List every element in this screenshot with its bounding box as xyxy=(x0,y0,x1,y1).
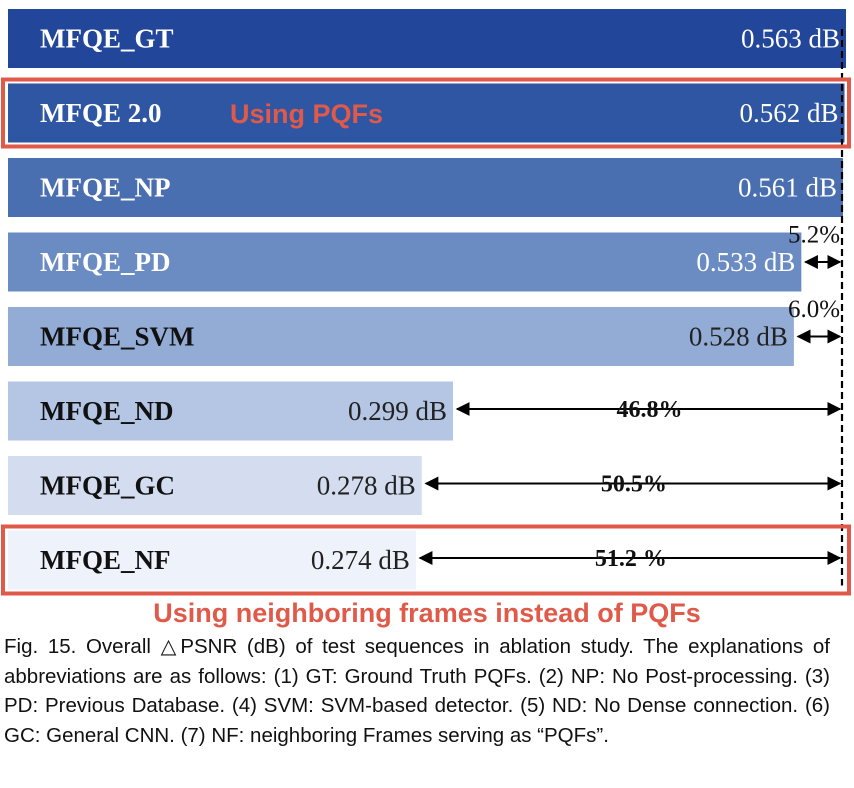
gap-label-mfqe-nf: 51.2 % xyxy=(595,546,667,572)
category-label-mfqe-pd: MFQE_PD xyxy=(40,247,170,277)
category-label-mfqe-np: MFQE_NP xyxy=(40,173,170,203)
figure-caption: Fig. 15. Overall △PSNR (dB) of test sequ… xyxy=(4,635,830,747)
value-label-mfqe-svm: 0.528 dB xyxy=(689,322,788,352)
value-label-mfqe-nd: 0.299 dB xyxy=(348,396,447,426)
highlight-box-mfqe-nf xyxy=(1,524,851,596)
value-label-mfqe-np: 0.561 dB xyxy=(738,173,837,203)
highlight-box-mfqe-2-0 xyxy=(1,77,851,149)
gap-label-mfqe-nd: 46.8% xyxy=(617,397,683,423)
value-label-mfqe-pd: 0.533 dB xyxy=(696,247,795,277)
gap-label-mfqe-pd: 5.2% xyxy=(788,222,840,249)
bar-mfqe-pd xyxy=(8,232,802,292)
gap-label-mfqe-gc: 50.5% xyxy=(601,472,667,498)
category-label-mfqe-gc: MFQE_GC xyxy=(40,471,175,501)
category-label-mfqe-gt: MFQE_GT xyxy=(40,24,174,54)
value-label-mfqe-gt: 0.563 dB xyxy=(741,24,840,54)
bar-mfqe-gt xyxy=(8,9,846,68)
value-label-mfqe-nf: 0.274 dB xyxy=(311,545,410,575)
highlight-note-mfqe-nf: Using neighboring frames instead of PQFs xyxy=(153,598,701,628)
highlight-note-mfqe-2-0: Using PQFs xyxy=(230,99,383,129)
category-label-mfqe-nf: MFQE_NF xyxy=(40,545,170,575)
gap-label-mfqe-svm: 6.0% xyxy=(788,296,840,323)
value-label-mfqe-2-0: 0.562 dB xyxy=(739,98,838,128)
ablation-bar-chart: MFQE_GT 0.563 dB MFQE 2.0 0.562 dB MFQE_NP 0.… xyxy=(1,9,851,628)
category-label-mfqe-svm: MFQE_SVM xyxy=(40,322,195,352)
category-label-mfqe-2-0: MFQE 2.0 xyxy=(40,98,162,128)
bar-mfqe-nf xyxy=(8,530,416,590)
bar-mfqe-2-0 xyxy=(8,83,845,143)
bar-mfqe-svm xyxy=(8,307,794,366)
category-label-mfqe-nd: MFQE_ND xyxy=(40,396,173,426)
bar-mfqe-np xyxy=(8,158,844,217)
value-label-mfqe-gc: 0.278 dB xyxy=(317,471,416,501)
bar-mfqe-nd xyxy=(8,381,454,441)
bar-mfqe-gc xyxy=(8,456,422,515)
